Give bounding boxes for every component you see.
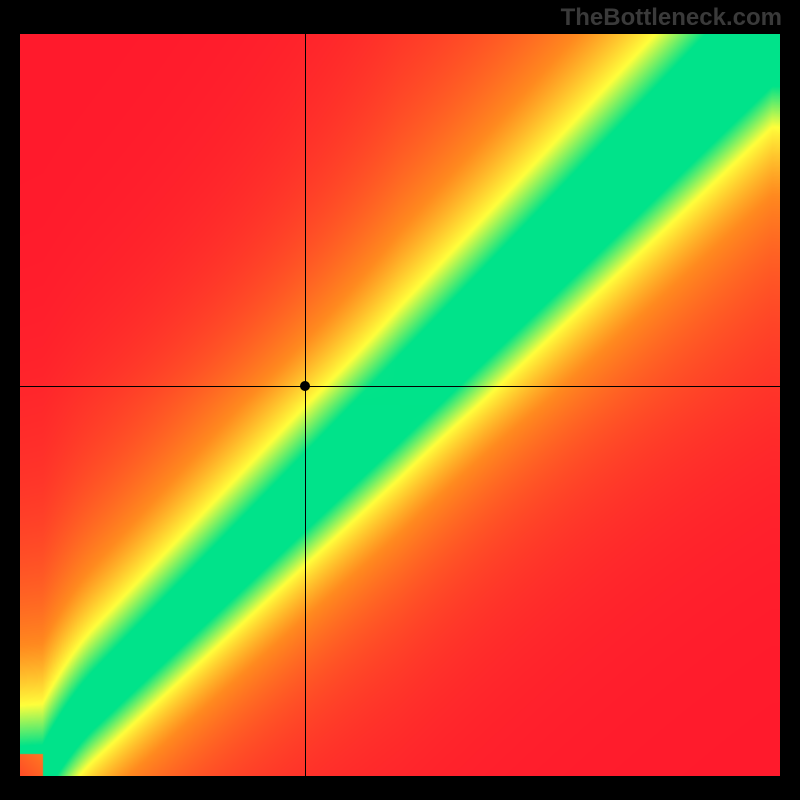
- watermark-text: TheBottleneck.com: [561, 4, 782, 32]
- crosshair-horizontal: [20, 386, 780, 387]
- crosshair-marker: [300, 381, 310, 391]
- heatmap-wrap: [20, 34, 780, 776]
- crosshair-vertical: [305, 34, 306, 776]
- bottleneck-heatmap: [20, 34, 780, 776]
- chart-container: TheBottleneck.com: [0, 0, 800, 800]
